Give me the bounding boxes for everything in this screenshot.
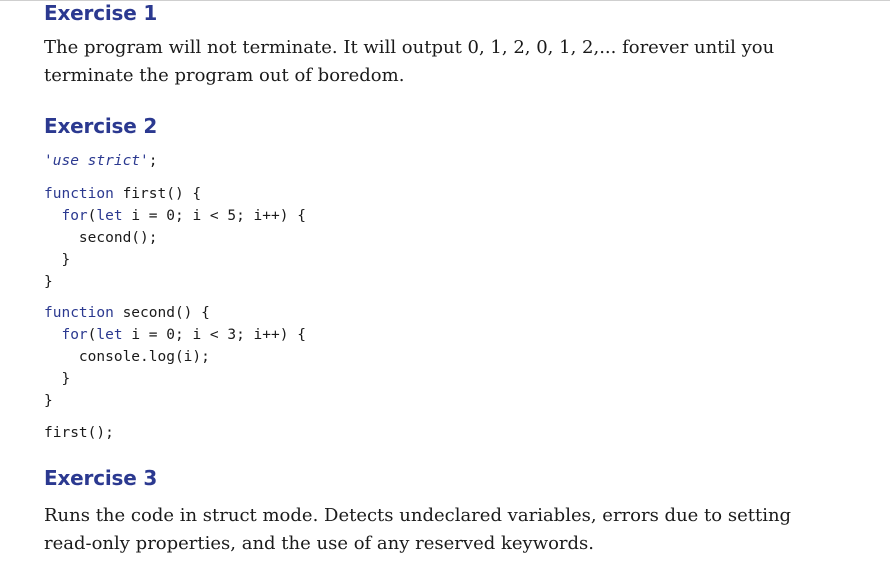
second-signature: second() {	[113, 305, 210, 321]
closing-brace: }	[61, 252, 71, 268]
keyword-function: function	[44, 186, 114, 202]
paren: (	[87, 327, 97, 343]
paren: (	[87, 208, 97, 224]
exercise-1-answer: The program will not terminate. It will …	[44, 37, 775, 86]
first-loop-body: second();	[78, 230, 158, 246]
closing-brace: }	[44, 274, 53, 290]
exercise-3-heading: Exercise 3	[44, 466, 158, 490]
keyword-for: for	[61, 208, 88, 224]
top-divider	[0, 0, 890, 1]
semicolon: ;	[148, 153, 158, 169]
keyword-function: function	[44, 305, 114, 321]
second-loop-body: console.log(i);	[78, 349, 210, 365]
closing-brace: }	[44, 393, 53, 409]
first-signature: first() {	[113, 186, 202, 202]
exercise-3-answer: Runs the code in struct mode. Detects un…	[44, 505, 792, 554]
use-strict-directive: 'use strict'	[44, 153, 149, 169]
keyword-let: let	[96, 327, 123, 343]
function-first-block: function first() { for(let i = 0; i < 5;…	[44, 183, 306, 293]
closing-brace: }	[61, 371, 71, 387]
second-loop-header: i = 0; i < 3; i++) {	[122, 327, 306, 343]
first-loop-header: i = 0; i < 5; i++) {	[122, 208, 306, 224]
exercise-1-heading: Exercise 1	[44, 1, 158, 25]
keyword-let: let	[96, 208, 123, 224]
code-block: 'use strict';	[44, 150, 158, 172]
function-call: first();	[44, 425, 114, 441]
exercise-2-heading: Exercise 2	[44, 114, 158, 138]
keyword-for: for	[61, 327, 88, 343]
function-second-block: function second() { for(let i = 0; i < 3…	[44, 302, 306, 412]
